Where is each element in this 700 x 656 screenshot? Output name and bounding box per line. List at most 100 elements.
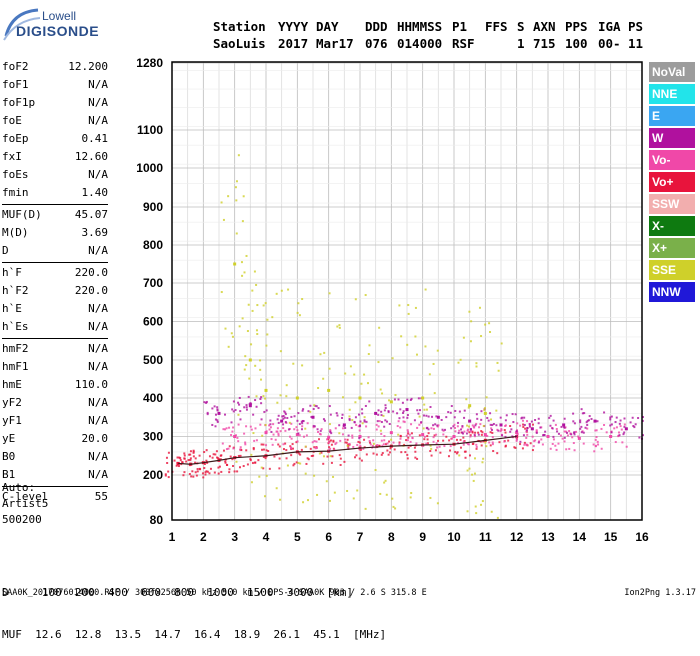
param-row: D N/A — [2, 242, 108, 260]
echo-dot — [302, 435, 305, 438]
param-value: N/A — [88, 302, 108, 315]
echo-dot — [259, 368, 262, 371]
echo-dot — [610, 423, 613, 426]
echo-dot — [586, 427, 589, 430]
legend-item: X- — [649, 216, 695, 236]
echo-dot — [278, 467, 281, 470]
echo-dot — [588, 415, 591, 418]
echo-dot — [296, 429, 299, 432]
echo-dot — [485, 445, 488, 448]
echo-dot — [318, 432, 321, 435]
echo-dot — [329, 455, 332, 458]
echo-dot — [281, 415, 284, 418]
echo-dot — [214, 453, 217, 456]
echo-point-vo — [264, 431, 268, 435]
echo-dot — [360, 382, 363, 385]
echo-dot — [282, 415, 285, 418]
echo-dot — [316, 428, 319, 431]
echo-dot — [271, 316, 274, 319]
echo-dot — [275, 487, 278, 490]
echo-dot — [231, 408, 234, 411]
echo-dot — [384, 479, 387, 482]
echo-dot — [534, 439, 537, 442]
echo-dot — [458, 454, 461, 457]
echo-dot — [430, 427, 433, 430]
echo-dot — [477, 431, 480, 434]
param-name: B0 — [2, 450, 16, 463]
echo-dot — [411, 437, 414, 440]
echo-dot — [177, 465, 180, 468]
param-value: N/A — [88, 114, 108, 127]
echo-dot — [580, 408, 583, 411]
echo-dot — [230, 421, 233, 424]
echo-dot — [346, 444, 349, 447]
param-row: foF1p N/A — [2, 94, 108, 112]
echo-dot — [338, 432, 341, 435]
echo-dot — [301, 422, 304, 425]
echo-dot — [375, 453, 378, 456]
param-name: h`Es — [2, 320, 29, 333]
echo-dot — [307, 458, 310, 461]
echo-dot — [359, 420, 362, 423]
polarization-legend: NoVal NNE E W Vo- Vo+ SSW X- X+ SSE NNW — [649, 62, 695, 304]
echo-dot — [405, 434, 408, 437]
echo-dot — [339, 463, 342, 466]
echo-dot — [322, 455, 325, 458]
echo-point-w — [405, 408, 409, 412]
echo-dot — [516, 438, 519, 441]
param-row: yE 20.0 — [2, 430, 108, 448]
echo-point-vo — [389, 431, 393, 435]
param-row: fmin 1.40 — [2, 184, 108, 202]
echo-dot — [432, 427, 435, 430]
echo-dot — [384, 406, 387, 409]
header-label-ps: PS — [628, 19, 644, 34]
echo-dot — [409, 440, 412, 443]
echo-dot — [192, 455, 195, 458]
echo-dot — [237, 413, 240, 416]
echo-dot — [302, 408, 305, 411]
echo-dot — [164, 473, 167, 476]
x-tick-label: 6 — [325, 530, 332, 544]
echo-dot — [461, 431, 464, 434]
echo-dot — [267, 450, 270, 453]
echo-dot — [475, 445, 478, 448]
echo-dot — [216, 419, 219, 422]
echo-dot — [432, 440, 435, 443]
echo-dot — [579, 421, 582, 424]
echo-dot — [234, 409, 237, 412]
echo-dot — [183, 471, 186, 474]
echo-dot — [478, 426, 481, 429]
echo-dot — [524, 427, 527, 430]
echo-dot — [413, 419, 416, 422]
echo-dot — [190, 475, 193, 478]
param-value: 220.0 — [74, 284, 108, 297]
echo-dot — [474, 505, 477, 508]
echo-dot — [482, 424, 485, 427]
echo-dot — [314, 404, 317, 407]
echo-dot — [371, 444, 374, 447]
echo-dot — [418, 415, 421, 418]
y-tick-label: 1100 — [137, 123, 163, 137]
echo-dot — [479, 440, 482, 443]
echo-dot — [344, 438, 347, 441]
echo-dot — [544, 430, 547, 433]
echo-dot — [450, 427, 453, 430]
echo-dot — [429, 449, 432, 452]
echo-dot — [460, 428, 463, 431]
echo-dot — [457, 421, 460, 424]
echo-dot — [249, 425, 252, 428]
echo-dot — [351, 419, 354, 422]
echo-dot — [225, 427, 228, 430]
param-name: foF2 — [2, 60, 29, 73]
echo-dot — [453, 423, 456, 426]
echo-dot — [372, 442, 375, 445]
echo-dot — [283, 410, 286, 413]
echo-dot — [410, 432, 413, 435]
echo-dot — [532, 445, 535, 448]
echo-dot — [552, 435, 555, 438]
echo-dot — [269, 423, 272, 426]
echo-dot — [245, 364, 248, 367]
echo-dot — [621, 441, 624, 444]
echo-dot — [427, 428, 430, 431]
echo-dot — [251, 289, 254, 292]
